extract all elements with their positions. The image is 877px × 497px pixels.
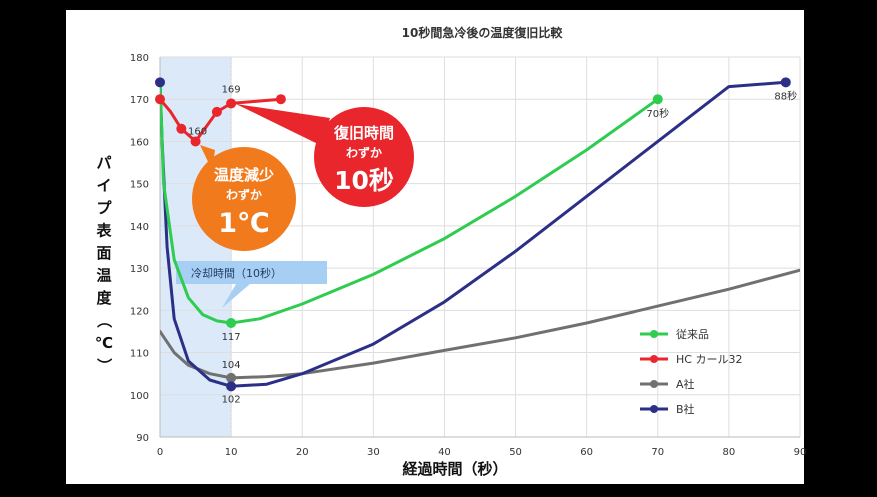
data-label-88-6: 88秒 — [774, 89, 797, 102]
x-tick-70: 70 — [651, 447, 664, 458]
legend-marker-2 — [650, 380, 658, 388]
legend-marker-1 — [650, 355, 658, 363]
y-axis-title-char-0: パ — [96, 154, 111, 172]
data-labels: 169 160 117 104 102 70秒 88秒 — [188, 84, 797, 405]
y-tick-90: 90 — [136, 433, 149, 444]
y-tick-140: 140 — [130, 222, 149, 233]
series-line-0 — [160, 80, 660, 325]
x-ticks: 0 10 20 30 40 50 60 70 80 90 — [157, 447, 807, 458]
y-axis-title-char-4: 面 — [96, 244, 111, 262]
series-line-2 — [160, 268, 800, 380]
x-tick-0: 0 — [157, 447, 163, 458]
series-1-point-2 — [190, 136, 201, 147]
series-markers — [155, 77, 791, 392]
y-axis-title-char-2: プ — [96, 199, 112, 217]
x-tick-50: 50 — [509, 447, 522, 458]
y-axis-title-char-6: 度 — [96, 289, 112, 307]
x-tick-80: 80 — [723, 447, 736, 458]
y-axis-title-char-9: ） — [95, 358, 113, 373]
series-0-point-1 — [652, 94, 663, 105]
x-tick-90: 90 — [794, 447, 807, 458]
data-label-102-4: 102 — [222, 394, 241, 405]
y-tick-100: 100 — [130, 391, 149, 402]
y-tick-150: 150 — [130, 180, 149, 191]
x-tick-60: 60 — [580, 447, 593, 458]
data-label-70-5: 70秒 — [646, 107, 669, 120]
legend-label-0: 従来品 — [676, 328, 709, 341]
y-tick-160: 160 — [130, 137, 149, 148]
red-bubble: 復旧時間 わずか 10秒 — [236, 104, 414, 207]
orange-bubble: 温度減少 わずか 1℃ — [192, 145, 296, 251]
y-tick-170: 170 — [130, 95, 149, 106]
cooling-period-callout: 冷却時間（10秒） — [176, 261, 327, 308]
x-axis-title: 経過時間（秒） — [402, 460, 507, 478]
series-1-point-0 — [155, 94, 165, 105]
series-3-point-0 — [155, 77, 165, 88]
legend-label-3: B社 — [676, 402, 695, 416]
legend-marker-0 — [650, 330, 658, 338]
x-tick-40: 40 — [438, 447, 451, 458]
series-1-point-3 — [211, 106, 222, 117]
series-3-point-1 — [226, 381, 237, 392]
chart-title: 10秒間急冷後の温度復旧比較 — [402, 25, 564, 40]
x-tick-30: 30 — [367, 447, 380, 458]
y-tick-110: 110 — [130, 349, 149, 360]
y-axis-title-char-7: （ — [95, 313, 113, 328]
series-line-3 — [160, 80, 788, 388]
red-bubble-line1: 復旧時間 — [333, 124, 394, 142]
y-tick-130: 130 — [130, 264, 149, 275]
y-axis-title-char-5: 温 — [96, 267, 111, 285]
x-tick-10: 10 — [225, 447, 238, 458]
legend-marker-3 — [650, 405, 658, 413]
cooling-period-label: 冷却時間（10秒） — [191, 266, 282, 280]
red-bubble-line2: わずか — [346, 145, 382, 160]
legend-label-1: HC カール32 — [676, 353, 742, 366]
series-3-point-2 — [780, 77, 791, 88]
y-ticks: 90 100 110 120 130 140 150 160 170 180 — [130, 53, 149, 444]
legend: 従来品 HC カール32 A社 B社 — [640, 328, 742, 416]
series-1-point-4 — [226, 98, 237, 109]
data-label-169-0: 169 — [222, 84, 241, 95]
data-label-117-2: 117 — [222, 332, 241, 343]
series-1-point-1 — [176, 123, 187, 134]
legend-label-2: A社 — [676, 377, 695, 391]
orange-bubble-line3: 1℃ — [218, 208, 269, 239]
series-2-point-0 — [226, 372, 237, 383]
red-bubble-line3: 10秒 — [334, 166, 394, 195]
series-1-point-5 — [275, 94, 286, 105]
y-axis-title-char-1: イ — [96, 177, 111, 195]
y-tick-120: 120 — [130, 306, 149, 317]
data-label-160-1: 160 — [188, 126, 207, 137]
orange-bubble-line2: わずか — [226, 187, 262, 202]
orange-bubble-line1: 温度減少 — [214, 166, 274, 184]
y-axis-title-char-3: 表 — [96, 222, 112, 240]
y-axis-title-char-8: ℃ — [95, 334, 113, 352]
data-label-104-3: 104 — [222, 360, 241, 371]
series-0-point-0 — [226, 318, 237, 328]
y-tick-180: 180 — [130, 53, 149, 64]
x-tick-20: 20 — [296, 447, 309, 458]
